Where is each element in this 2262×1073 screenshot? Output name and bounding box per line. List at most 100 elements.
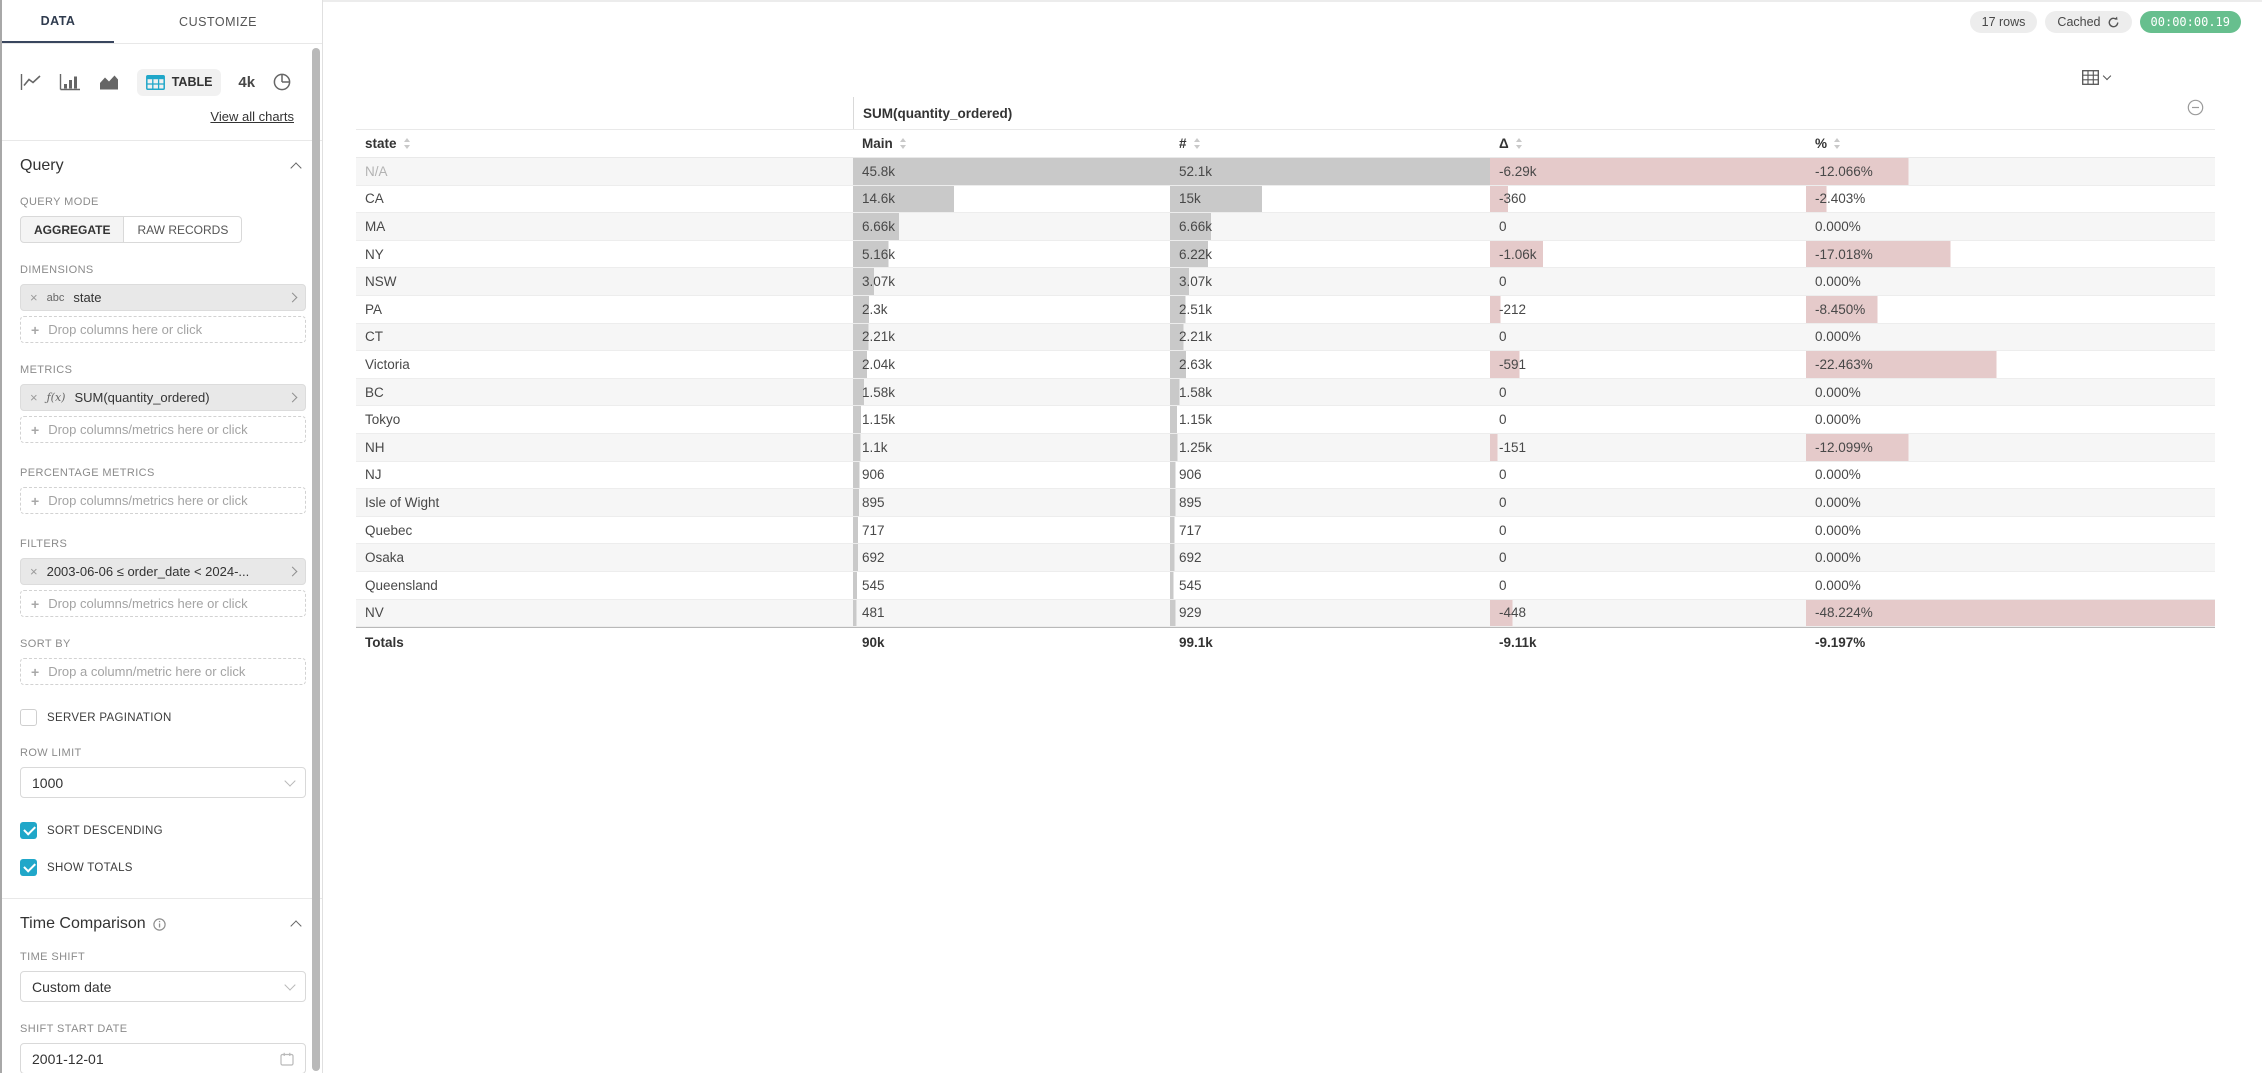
show-totals-label: SHOW TOTALS [47, 861, 133, 874]
column-header-count[interactable]: # [1170, 130, 1490, 157]
table-row[interactable]: PA 2.3k 2.51k -212 -8.450% [356, 295, 2215, 324]
table-chart-button[interactable]: TABLE [136, 68, 222, 96]
show-totals-checkbox[interactable] [20, 859, 37, 876]
dimension-pill-state[interactable]: × abc state [20, 284, 306, 311]
drop-placeholder: Drop columns/metrics here or click [48, 422, 248, 437]
remove-icon[interactable]: × [30, 564, 38, 579]
cell-percent: -48.224% [1806, 599, 2215, 627]
plus-icon: + [31, 492, 40, 509]
aggregate-button[interactable]: AGGREGATE [20, 216, 125, 243]
metrics-drop-zone[interactable]: + Drop columns/metrics here or click [20, 416, 306, 443]
server-pagination-checkbox-row[interactable]: SERVER PAGINATION [20, 709, 306, 726]
cell-state: NH [365, 439, 385, 455]
table-row[interactable]: NY 5.16k 6.22k -1.06k -17.018% [356, 240, 2215, 269]
cell-delta: 0 [1499, 412, 1507, 428]
remove-icon[interactable]: × [30, 390, 38, 405]
cached-label: Cached [2057, 15, 2101, 29]
info-icon[interactable] [152, 917, 166, 931]
chevron-down-icon [2102, 71, 2112, 80]
column-type-tag: abc [46, 291, 65, 304]
cell-delta: 0 [1499, 577, 1507, 593]
table-row[interactable]: Isle of Wight 895 895 0 0.000% [356, 489, 2215, 517]
raw-records-button[interactable]: RAW RECORDS [124, 216, 243, 243]
show-totals-checkbox-row[interactable]: SHOW TOTALS [20, 859, 306, 876]
plus-icon: + [31, 663, 40, 680]
sort-descending-checkbox[interactable] [20, 822, 37, 839]
cell-percent: -12.099% [1806, 433, 2215, 461]
cell-state: Quebec [365, 522, 413, 538]
query-section-title: Query [20, 157, 64, 174]
metric-pill-label: SUM(quantity_ordered) [74, 390, 210, 405]
table-row[interactable]: NSW 3.07k 3.07k 0 0.000% [356, 268, 2215, 296]
sort-descending-checkbox-row[interactable]: SORT DESCENDING [20, 822, 306, 839]
panel-scrollbar[interactable] [312, 46, 321, 1073]
chevron-up-icon[interactable] [290, 920, 302, 932]
cell-main: 14.6k [853, 185, 1170, 213]
bar-chart-icon[interactable] [59, 73, 81, 91]
server-pagination-checkbox[interactable] [20, 709, 37, 726]
table-row[interactable]: BC 1.58k 1.58k 0 0.000% [356, 378, 2215, 407]
chevron-up-icon[interactable] [290, 162, 302, 174]
chevron-down-icon [284, 978, 296, 991]
line-chart-icon[interactable] [20, 73, 42, 91]
cell-state: NY [365, 246, 384, 262]
table-chart-label: TABLE [171, 75, 213, 89]
chevron-right-icon[interactable] [287, 392, 298, 403]
view-all-charts-link[interactable]: View all charts [210, 109, 294, 124]
table-row[interactable]: Queensland 545 545 0 0.000% [356, 571, 2215, 600]
table-row[interactable]: Quebec 717 717 0 0.000% [356, 516, 2215, 545]
query-section-header[interactable]: Query [20, 157, 306, 175]
percentage-metrics-drop-zone[interactable]: + Drop columns/metrics here or click [20, 487, 306, 514]
filter-pill-order-date[interactable]: × 2003-06-06 ≤ order_date < 2024-... [20, 558, 306, 585]
table-row[interactable]: Osaka 692 692 0 0.000% [356, 544, 2215, 572]
cell-count: 895 [1170, 489, 1490, 516]
table-row[interactable]: Victoria 2.04k 2.63k -591 -22.463% [356, 351, 2215, 379]
chevron-right-icon[interactable] [287, 566, 298, 577]
table-body: N/A 45.8k 52.1k -6.29k -12.066% CA 14.6k 15k -36… [356, 158, 2215, 628]
tab-data[interactable]: DATA [2, 0, 114, 43]
divider [2, 140, 322, 141]
pie-chart-icon[interactable] [272, 72, 292, 92]
table-row[interactable]: Tokyo 1.15k 1.15k 0 0.000% [356, 406, 2215, 434]
table-row[interactable]: MA 6.66k 6.66k 0 0.000% [356, 213, 2215, 241]
filters-drop-zone[interactable]: + Drop columns/metrics here or click [20, 590, 306, 617]
totals-delta: -9.11k [1499, 635, 1537, 651]
tab-customize[interactable]: CUSTOMIZE [179, 14, 257, 29]
sort-by-drop-zone[interactable]: + Drop a column/metric here or click [20, 658, 306, 685]
table-row[interactable]: CA 14.6k 15k -360 -2.403% [356, 185, 2215, 214]
table-row[interactable]: CT 2.21k 2.21k 0 0.000% [356, 323, 2215, 352]
divider [2, 898, 322, 899]
sort-icon [1193, 138, 1200, 149]
table-row[interactable]: NV 481 929 -448 -48.224% [356, 599, 2215, 628]
table-row[interactable]: N/A 45.8k 52.1k -6.29k -12.066% [356, 158, 2215, 186]
query-mode-label: QUERY MODE [20, 196, 99, 208]
drop-placeholder: Drop a column/metric here or click [48, 664, 246, 679]
chevron-right-icon[interactable] [287, 292, 298, 303]
row-limit-select[interactable]: 1000 [20, 767, 306, 798]
cached-badge[interactable]: Cached [2045, 11, 2132, 33]
table-row[interactable]: NH 1.1k 1.25k -151 -12.099% [356, 433, 2215, 462]
cell-percent: 0.000% [1815, 550, 1861, 566]
results-view-toggle[interactable] [2082, 70, 2112, 85]
cell-state: CA [365, 191, 384, 207]
column-header-main[interactable]: Main [853, 130, 1170, 157]
column-header-delta[interactable]: Δ [1490, 130, 1806, 157]
table-row[interactable]: NJ 906 906 0 0.000% [356, 461, 2215, 490]
refresh-icon[interactable] [2107, 16, 2120, 29]
time-comparison-section-header[interactable]: Time Comparison [20, 915, 306, 933]
metric-pill-sum[interactable]: × ƒ(x) SUM(quantity_ordered) [20, 384, 306, 411]
drop-placeholder: Drop columns/metrics here or click [48, 493, 248, 508]
column-header-state[interactable]: state [356, 130, 853, 157]
shift-start-date-input[interactable]: 2001-12-01 [20, 1043, 306, 1073]
minus-circle-icon[interactable] [2187, 99, 2204, 116]
big-number-chart-button[interactable]: 4k [238, 73, 256, 91]
area-chart-icon[interactable] [98, 73, 120, 91]
cell-count: 1.25k [1170, 433, 1490, 461]
cell-state: N/A [365, 163, 388, 179]
column-header-percent[interactable]: % [1806, 130, 2215, 157]
dimensions-drop-zone[interactable]: + Drop columns here or click [20, 316, 306, 343]
time-shift-select[interactable]: Custom date [20, 971, 306, 1002]
chevron-down-icon [284, 774, 296, 787]
remove-icon[interactable]: × [30, 290, 38, 305]
scrollbar-thumb[interactable] [312, 48, 320, 1071]
